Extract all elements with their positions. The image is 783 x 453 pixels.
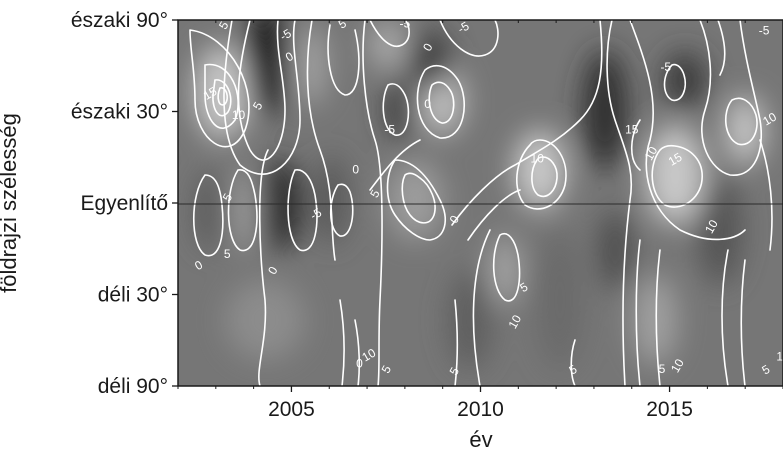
contour-line — [663, 63, 687, 102]
contour-label: -5 — [400, 16, 411, 30]
contour-line — [192, 174, 224, 257]
contour-line — [287, 169, 318, 252]
contour-label: 10 — [360, 346, 379, 365]
heatmap-blob — [387, 160, 443, 240]
contour-line — [635, 239, 641, 386]
contour-line — [369, 20, 410, 47]
heatmap-blob — [292, 25, 328, 105]
contour-label: 5 — [224, 247, 231, 261]
contour-line — [382, 83, 410, 136]
y-axis: északi 90° északi 30° Egyenlítő déli 30° dél… — [71, 9, 178, 398]
x-tick-label: 2015 — [646, 398, 693, 421]
contour-line — [740, 259, 746, 386]
contour-line — [515, 139, 567, 210]
contour-line — [629, 20, 746, 241]
contour-label: 10 — [642, 144, 661, 163]
contour-line — [204, 63, 239, 129]
contour-label: 10 — [668, 356, 687, 375]
contour-line — [223, 20, 301, 175]
contour-line — [606, 20, 633, 386]
contour-label: -5 — [384, 122, 395, 136]
contour-line — [306, 20, 336, 261]
contour-line — [258, 149, 269, 386]
heatmap-blob — [645, 125, 705, 225]
contour-line — [439, 20, 499, 57]
heatmap-blob — [448, 270, 492, 370]
contour-label: 0 — [356, 357, 363, 371]
heatmap-blob — [633, 275, 677, 365]
contour-line — [386, 159, 446, 241]
contour-label: 10 — [702, 217, 721, 236]
heatmap-blob — [246, 20, 290, 115]
y-tick-label: Egyenlítő — [80, 192, 168, 215]
contour-label: -5 — [660, 60, 671, 74]
contour-line — [651, 144, 703, 208]
contour-label: 10 — [531, 152, 545, 166]
contour-label: 0 — [352, 163, 359, 177]
x-axis: 2005 2010 2015 — [177, 20, 783, 421]
contour-label: -5 — [759, 24, 770, 38]
contour-line — [369, 139, 421, 191]
contour-label: 10 — [760, 109, 779, 128]
x-tick-label: 2005 — [268, 398, 315, 421]
contour-line — [227, 169, 258, 252]
contour-line — [725, 97, 758, 146]
contour-line — [655, 249, 661, 386]
contour-line — [570, 339, 576, 386]
heatmap-blob — [698, 175, 742, 285]
contour-label: 10 — [505, 312, 524, 331]
contour-line — [212, 79, 232, 117]
contour-line — [531, 156, 558, 197]
y-tick-label: északi 90° — [71, 9, 168, 32]
contour-line — [428, 81, 455, 124]
contour-line — [329, 183, 354, 237]
x-axis-title: év — [469, 427, 492, 452]
y-tick-label: déli 90° — [98, 375, 168, 398]
contour-line — [492, 233, 521, 302]
contour-line — [721, 249, 729, 386]
y-tick-label: északi 30° — [71, 101, 168, 124]
contour-line — [416, 64, 465, 139]
contour-line — [699, 20, 762, 176]
contour-line — [189, 29, 250, 148]
contour-line — [454, 299, 459, 386]
contour-line — [451, 20, 603, 226]
contour-line — [630, 119, 641, 171]
contour-label: 15 — [625, 122, 639, 136]
contour-line — [467, 189, 521, 241]
contour-label: 0 — [424, 97, 431, 111]
contour-line — [354, 319, 361, 386]
y-tick-label: déli 30° — [98, 284, 168, 307]
heatmap-blob — [536, 230, 584, 370]
heatmap-blob — [583, 50, 627, 170]
contour-label: 15 — [666, 150, 685, 169]
contour-label: 5 — [216, 19, 232, 32]
contour-label: 10 — [776, 349, 783, 363]
heatmap-blob — [599, 210, 631, 290]
heatmap-blob — [229, 170, 261, 250]
contour-line — [717, 20, 726, 76]
contour-line — [759, 139, 773, 251]
contour-line — [339, 299, 345, 386]
x-tick-label: 2010 — [457, 398, 504, 421]
heatmap-blob — [491, 235, 519, 305]
heatmap-blob — [410, 30, 450, 90]
contour-line — [472, 229, 491, 386]
contours — [189, 20, 773, 386]
contour-line — [327, 24, 360, 96]
contour-label: 5 — [336, 16, 349, 32]
contour-line — [362, 20, 383, 386]
y-axis-title: földrajzi szélesség — [0, 113, 21, 293]
contour-label: 5 — [659, 362, 666, 376]
contour-label: 15 — [201, 84, 220, 103]
contour-label: 10 — [232, 108, 246, 122]
contour-line — [237, 20, 286, 161]
